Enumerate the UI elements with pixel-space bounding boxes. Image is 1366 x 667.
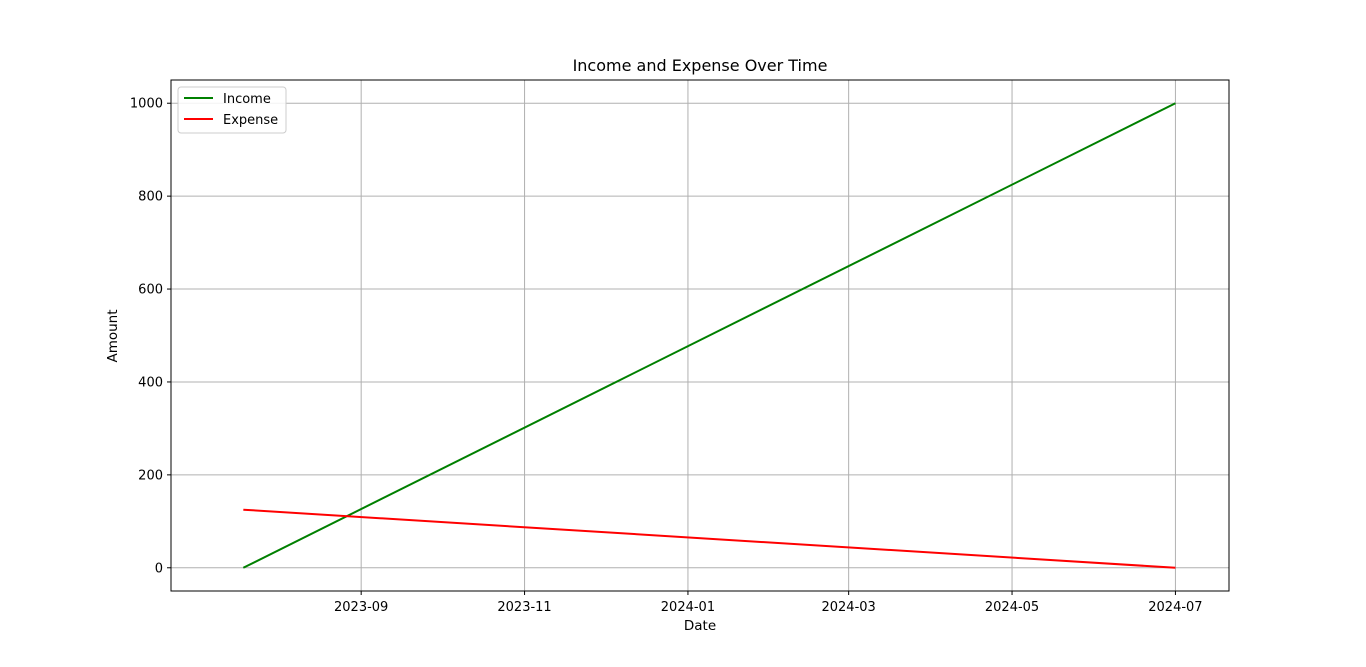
x-tick-label: 2024-03 [821, 600, 875, 615]
series-line-income [242, 102, 1176, 569]
x-tick-label: 2024-05 [985, 600, 1039, 615]
y-tick-label: 200 [138, 468, 163, 483]
legend: Income Expense [177, 86, 287, 134]
y-tick-label: 0 [155, 561, 163, 576]
chart-title: Income and Expense Over Time [573, 56, 828, 75]
series-line-expense [243, 508, 1176, 569]
y-tick-label: 400 [138, 375, 163, 390]
x-tick-label: 2024-01 [661, 600, 715, 615]
ticks-layer: 2023-09 2023-11 2024-01 2024-03 2024-05 2024-… [130, 97, 1203, 615]
series-layer [242, 102, 1176, 569]
x-tick-label: 2023-09 [334, 600, 388, 615]
y-axis-label: Amount [105, 309, 121, 362]
plot-frame [170, 79, 1230, 592]
x-tick-label: 2024-07 [1148, 600, 1202, 615]
y-tick-label: 1000 [130, 97, 163, 112]
x-tick-label: 2023-11 [497, 600, 551, 615]
y-tick-label: 800 [138, 190, 163, 205]
y-tick-label: 600 [138, 283, 163, 298]
legend-label-expense: Expense [223, 113, 278, 128]
legend-label-income: Income [223, 92, 271, 107]
grid-layer [171, 80, 1229, 591]
x-axis-label: Date [684, 618, 716, 634]
